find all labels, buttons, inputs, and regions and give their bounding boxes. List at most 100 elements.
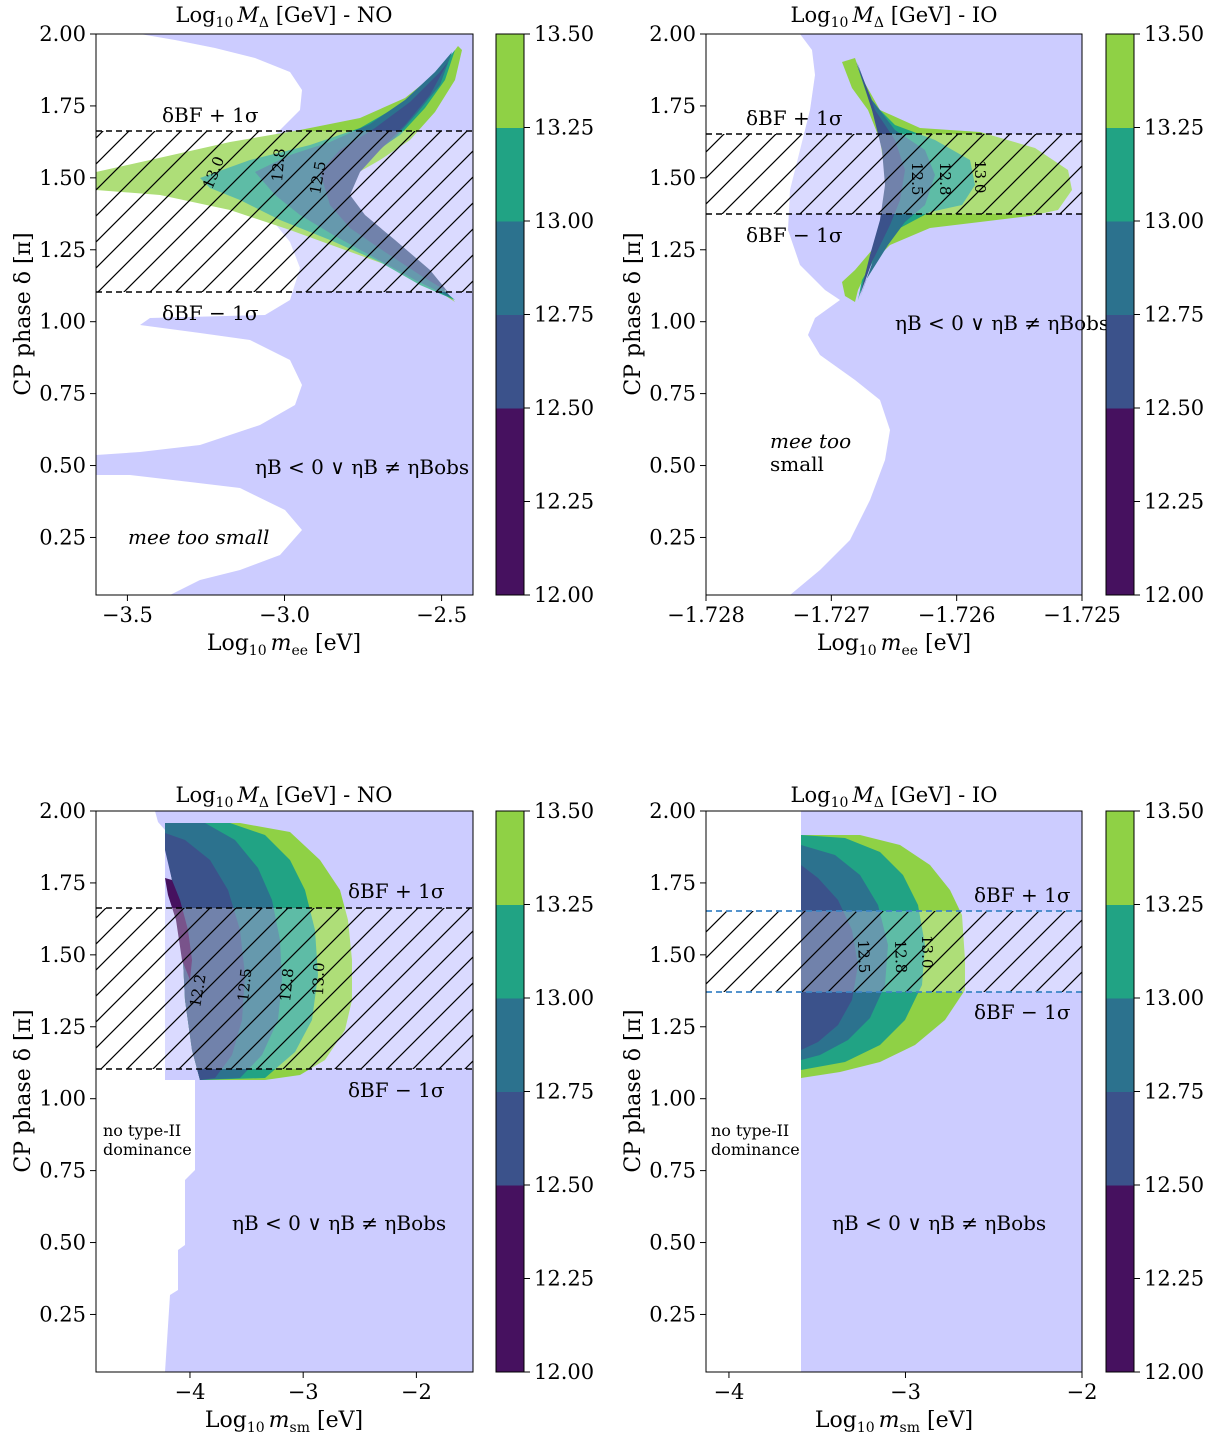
y-axis-label: CP phase δ [π] <box>11 1009 36 1172</box>
x-tick-label: −3 <box>288 1380 319 1404</box>
y-tick-label: 0.75 <box>39 1159 86 1183</box>
band-upper-label: δBF + 1σ <box>746 106 843 130</box>
colorbar-segment <box>496 904 524 999</box>
contour-label-12.5: 12.5 <box>854 940 873 974</box>
no-type-ii-line2: dominance <box>711 1140 800 1159</box>
colorbar-tick-label: 12.75 <box>1144 303 1204 327</box>
colorbar-tick-label: 13.50 <box>534 22 594 46</box>
band-upper-label: δBF + 1σ <box>162 103 259 127</box>
x-ticks: −1.728 −1.727 −1.726 −1.725 <box>667 595 1121 627</box>
panel-title: Log10 MΔ [GeV] - NO <box>176 3 393 31</box>
eta-annotation: ηB < 0 ∨ ηB ≠ ηBobs <box>895 311 1109 335</box>
colorbar-segment <box>1106 221 1134 315</box>
mee-annotation-line1: mee too <box>770 429 851 453</box>
colorbar-segment <box>496 408 524 502</box>
contour-label-12.8: 12.8 <box>268 148 289 183</box>
colorbar: 12.00 12.25 12.50 12.75 13.00 13.25 13.50 <box>1105 799 1204 1384</box>
colorbar-segment <box>496 998 524 1092</box>
colorbar-tick-label: 13.25 <box>1144 116 1204 140</box>
colorbar-segment <box>1106 1091 1134 1186</box>
y-tick-label: 2.00 <box>39 22 86 46</box>
x-tick-label: −1.726 <box>918 603 996 627</box>
y-tick-label: 1.25 <box>649 1015 696 1039</box>
y-axis-label: CP phase δ [π] <box>621 1009 646 1172</box>
y-tick-label: 0.25 <box>39 525 86 549</box>
y-tick-label: 1.50 <box>649 943 696 967</box>
x-ticks: −4 −3 −2 <box>713 1372 1097 1404</box>
sigma-band-hatch <box>96 131 473 292</box>
colorbar-segment <box>1106 811 1134 905</box>
band-lower-label: δBF − 1σ <box>348 1078 445 1102</box>
plot-frame <box>95 810 474 1373</box>
colorbar-segment <box>496 127 524 222</box>
colorbar-segment <box>496 501 524 596</box>
y-tick-label: 0.50 <box>649 454 696 478</box>
x-tick-label: −1.728 <box>667 603 745 627</box>
colorbar-tick-label: 12.75 <box>534 1080 594 1104</box>
plot-area <box>96 34 473 595</box>
x-ticks: −4 −3 −2 <box>174 1372 432 1404</box>
contour-label-12.8: 12.8 <box>891 940 910 974</box>
no-type-ii-line2: dominance <box>103 1140 192 1159</box>
contour-label-12.5: 12.5 <box>908 162 926 195</box>
band-upper-label: δBF + 1σ <box>974 883 1071 907</box>
y-tick-label: 1.75 <box>39 94 86 118</box>
colorbar-tick-label: 13.00 <box>1144 209 1204 233</box>
panel-title: Log10 MΔ [GeV] - NO <box>176 783 393 811</box>
contour-label-12.8: 12.8 <box>936 162 954 195</box>
y-tick-label: 1.75 <box>39 871 86 895</box>
colorbar-segment <box>1106 408 1134 502</box>
colorbar-segment <box>1106 904 1134 999</box>
colorbar-tick-label: 12.50 <box>534 396 594 420</box>
y-tick-label: 1.00 <box>39 310 86 334</box>
x-tick-label: −2.5 <box>416 603 467 627</box>
contour-label-12.8: 12.8 <box>276 967 297 1002</box>
contour-labels: 12.2 12.5 12.8 13.0 <box>186 962 328 1009</box>
colorbar-segment <box>1106 501 1134 596</box>
y-tick-label: 1.00 <box>649 1087 696 1111</box>
y-ticks: 0.25 0.50 0.75 1.00 1.25 1.50 1.75 2.00 <box>649 22 706 549</box>
colorbar: 12.00 12.25 12.50 12.75 13.00 13.25 13.50 <box>495 799 594 1384</box>
plot-frame <box>705 33 1083 596</box>
y-tick-label: 0.25 <box>649 525 696 549</box>
panel-title: Log10 MΔ [GeV] - IO <box>791 783 998 811</box>
colorbar-segment <box>496 34 524 128</box>
colorbar-tick-label: 13.25 <box>534 116 594 140</box>
y-tick-label: 0.25 <box>649 1302 696 1326</box>
panel-bottom-right: 12.5 12.8 13.0 δBF + 1σ δBF − 1σ ηB < 0 … <box>621 783 1204 1436</box>
colorbar-tick-label: 12.50 <box>534 1173 594 1197</box>
x-axis-label: Log10 msm [eV] <box>205 1408 363 1436</box>
plot-area <box>706 811 1082 1372</box>
eta-annotation: ηB < 0 ∨ ηB ≠ ηBobs <box>832 1211 1046 1235</box>
colorbar: 12.00 12.25 12.50 12.75 13.00 13.25 13.50 <box>1105 22 1204 607</box>
plot-frame <box>705 810 1083 1373</box>
colorbar-segment <box>1106 127 1134 222</box>
band-upper-label: δBF + 1σ <box>348 879 445 903</box>
y-axis-label: CP phase δ [π] <box>11 232 36 395</box>
sigma-band-hatch <box>706 134 1082 214</box>
x-ticks: −3.5 −3.0 −2.5 <box>102 595 467 627</box>
y-tick-label: 1.00 <box>649 310 696 334</box>
y-ticks: 0.25 0.50 0.75 1.00 1.25 1.50 1.75 2.00 <box>39 22 96 549</box>
colorbar-tick-label: 12.50 <box>1144 396 1204 420</box>
band-lower-label: δBF − 1σ <box>746 223 843 247</box>
y-tick-label: 0.50 <box>39 454 86 478</box>
band-lower-label: δBF − 1σ <box>974 1000 1071 1024</box>
y-tick-label: 1.25 <box>39 238 86 262</box>
colorbar: 12.00 12.25 12.50 12.75 13.00 13.25 13.50 <box>495 22 594 607</box>
colorbar-segment <box>496 811 524 905</box>
mee-annotation: mee too small <box>128 525 269 549</box>
contour-label-12.5: 12.5 <box>306 160 330 196</box>
colorbar-tick-label: 13.50 <box>1144 799 1204 823</box>
colorbar-tick-label: 13.00 <box>534 209 594 233</box>
colorbar-tick-label: 13.00 <box>534 986 594 1010</box>
x-tick-label: −4 <box>713 1380 744 1404</box>
colorbar-tick-label: 13.50 <box>1144 22 1204 46</box>
x-tick-label: −2 <box>401 1380 432 1404</box>
x-tick-label: −1.725 <box>1043 603 1121 627</box>
colorbar-tick-label: 12.75 <box>534 303 594 327</box>
colorbar-tick-label: 12.00 <box>534 1360 594 1384</box>
colorbar-segment <box>496 1185 524 1279</box>
contour-labels: 12.5 12.8 13.0 <box>854 935 936 974</box>
panel-bottom-left: 12.2 12.5 12.8 13.0 δBF + 1σ δBF − 1σ ηB… <box>11 783 594 1436</box>
